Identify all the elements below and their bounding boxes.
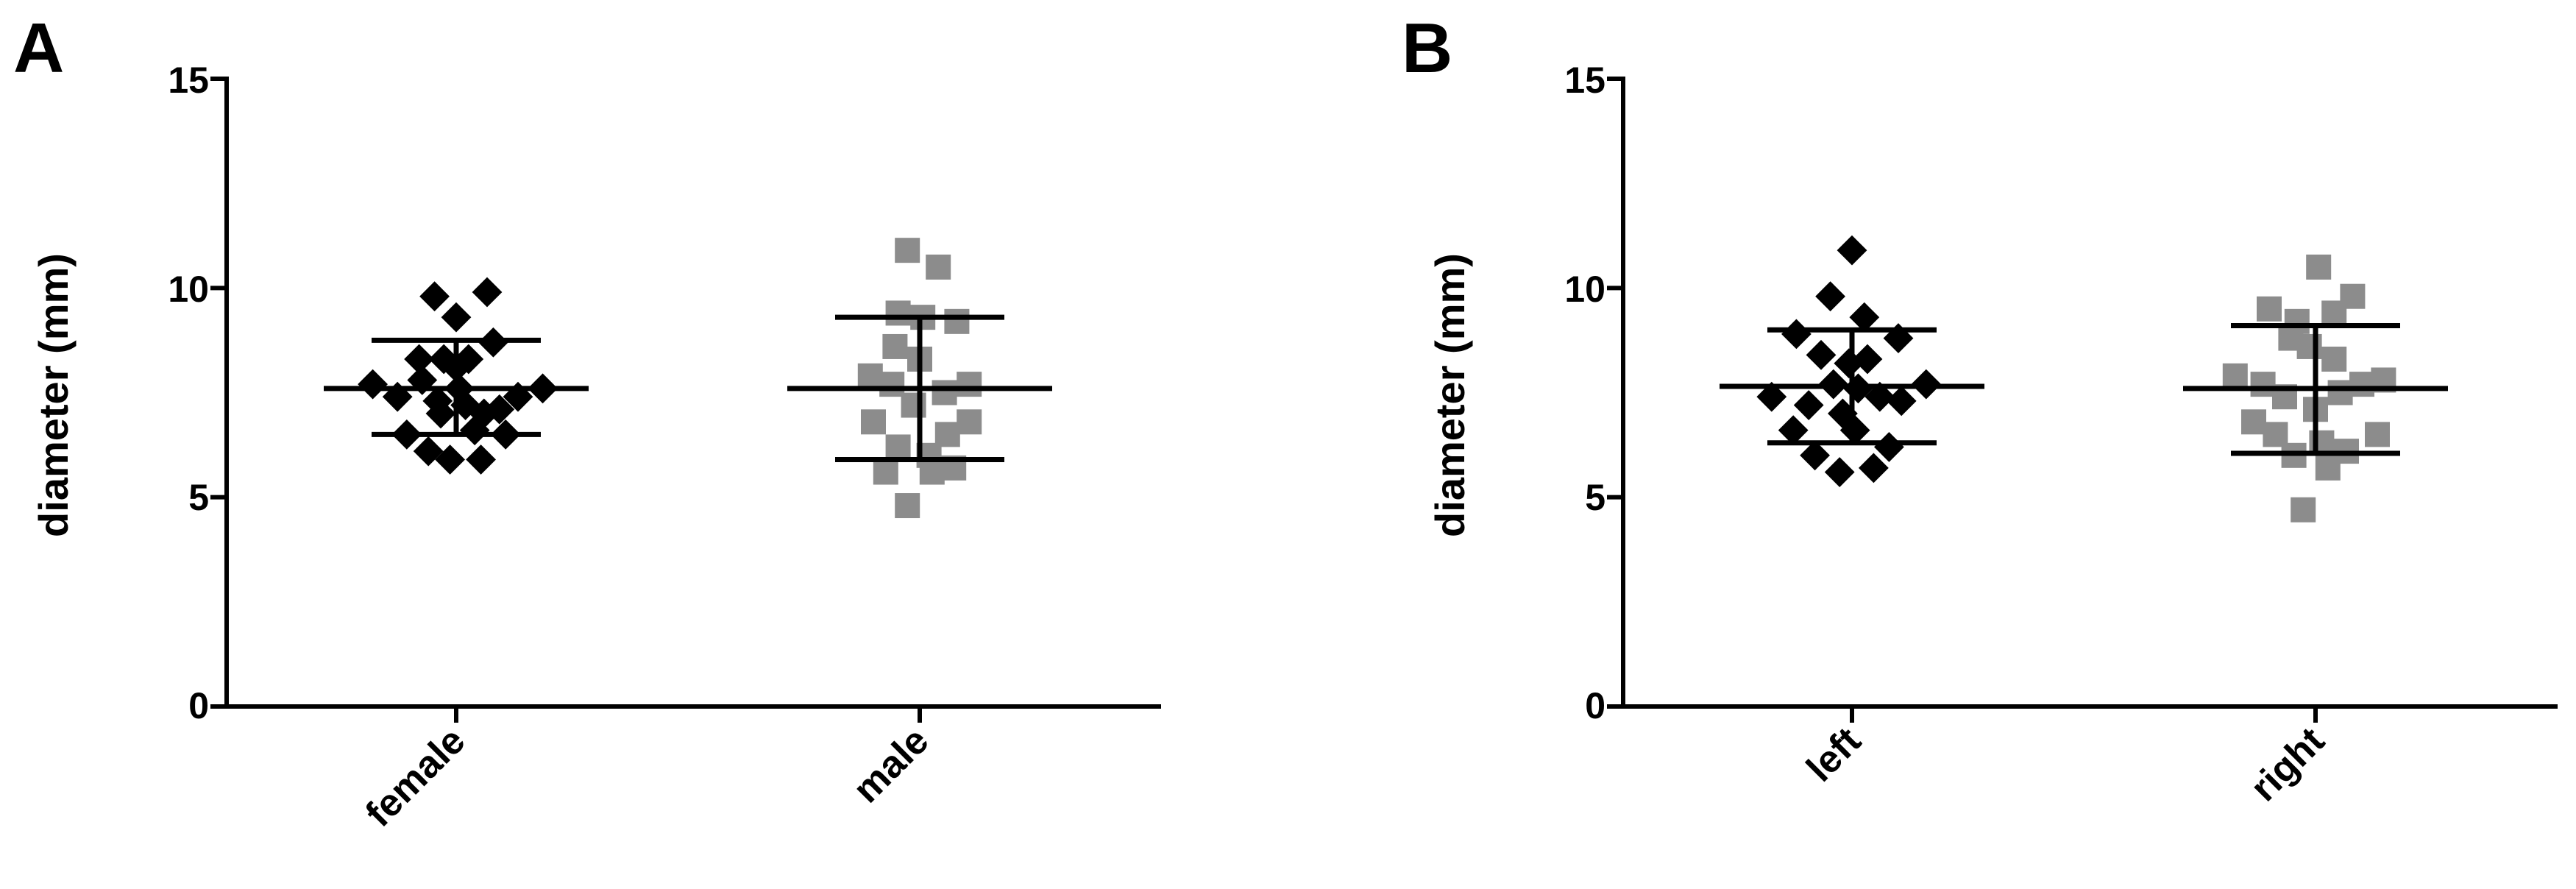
panel-a-y-tick-label: 15 [168, 60, 209, 101]
panel-a-point-female [484, 394, 515, 425]
panel-a-point-male [879, 372, 905, 397]
panel-b-point-right [2291, 497, 2316, 523]
panel-a-point-male [861, 409, 886, 435]
panel-b-x-ticks: left right [1798, 719, 2332, 810]
panel-a-point-female [425, 398, 456, 429]
panel-b-letter: B [1402, 9, 1452, 88]
panel-a-series-female [324, 277, 589, 475]
panel-b-x-tick-label-right: right [2243, 719, 2333, 810]
panel-a-point-male [926, 254, 951, 280]
panel-b-y-tick-label: 15 [1564, 60, 1605, 101]
panel-a-point-male [885, 300, 911, 326]
panel-b-y-tick-label: 5 [1585, 477, 1605, 518]
panel-b-point-left [1864, 381, 1895, 412]
panel-b-point-left [1778, 415, 1809, 446]
panel-a-y-tick-label: 0 [188, 685, 209, 726]
panel-a-y-axis-label: diameter (mm) [30, 253, 77, 537]
panel-b-series-left [1720, 235, 1984, 487]
panel-b-point-left [1815, 281, 1845, 312]
panel-b-point-right [2340, 283, 2366, 309]
panel-b-point-right [2306, 254, 2332, 280]
panel-a-point-female [453, 344, 484, 375]
panel-b-x-tick-label-left: left [1798, 719, 1869, 790]
panel-a-plot-area [210, 77, 1161, 723]
panel-b-point-left [1806, 339, 1837, 370]
panel-a-point-male [873, 459, 898, 485]
panel-a-y-tick-label: 10 [168, 269, 209, 310]
panel-a-point-male [857, 363, 883, 389]
panel-a-y-tick-label: 5 [188, 477, 209, 518]
panel-a-point-female [419, 281, 450, 312]
panel-b-plot-area [1607, 77, 2558, 723]
panel-b-point-right [2349, 372, 2374, 397]
panel-a-point-male [932, 380, 957, 405]
panel-a-series-male [787, 238, 1052, 519]
panel-b-point-left [1874, 432, 1904, 462]
panel-b-point-left [1859, 453, 1889, 484]
panel-a-point-female [441, 302, 472, 333]
panel-a-point-male [919, 459, 945, 485]
panel-a: A diameter (mm) 0 5 10 15 female male [13, 9, 1161, 835]
panel-a-x-tick-label-male: male [845, 719, 937, 811]
panel-b-point-left [1824, 457, 1855, 487]
panel-b-point-right [2257, 296, 2282, 322]
panel-b-point-right [2327, 380, 2353, 405]
panel-a-point-male [944, 308, 970, 334]
panel-b-point-left [1849, 302, 1880, 333]
panel-b: B diameter (mm) 0 5 10 15 left right [1402, 9, 2558, 810]
panel-b-y-tick-label: 10 [1564, 269, 1605, 310]
panel-b-point-left [1837, 235, 1867, 266]
panel-a-point-male [957, 372, 982, 397]
panel-a-point-female [435, 444, 465, 475]
panel-b-point-right [2365, 422, 2390, 447]
panel-a-point-male [882, 333, 908, 359]
panel-b-y-ticks: 0 5 10 15 [1564, 60, 1605, 726]
panel-b-point-left [1852, 344, 1883, 375]
panel-b-y-tick-label: 0 [1585, 685, 1605, 726]
panel-a-point-male [895, 238, 920, 263]
panel-a-point-female [466, 444, 496, 475]
panel-a-point-female [358, 369, 388, 400]
panel-a-x-ticks: female male [358, 719, 937, 835]
panel-a-point-male [934, 422, 960, 447]
panel-b-point-left [1781, 319, 1812, 350]
panel-b-point-left [1839, 415, 1870, 446]
panel-b-point-right [2222, 363, 2248, 389]
panel-b-point-right [2263, 422, 2288, 447]
panel-b-point-left [1828, 398, 1858, 429]
panel-b-point-right [2250, 372, 2276, 397]
panel-a-letter: A [13, 9, 64, 88]
panel-a-point-male [885, 434, 911, 460]
panel-a-point-male [895, 493, 920, 519]
panel-a-point-male [957, 409, 982, 435]
panel-a-x-tick-label-female: female [358, 719, 474, 835]
panel-a-point-female [472, 277, 503, 308]
panel-b-point-left [1886, 386, 1917, 417]
panel-a-point-female [404, 344, 434, 375]
panel-b-point-right [2321, 347, 2347, 372]
panel-b-point-left [1800, 440, 1830, 471]
panel-b-series-right [2183, 254, 2448, 523]
panel-b-y-axis-label: diameter (mm) [1427, 253, 1473, 537]
panel-b-point-left [1793, 390, 1824, 420]
panel-a-y-ticks: 0 5 10 15 [168, 60, 209, 726]
panel-b-point-right [2284, 308, 2310, 334]
panel-b-point-left [1756, 381, 1787, 412]
panel-b-point-right [2241, 409, 2266, 435]
